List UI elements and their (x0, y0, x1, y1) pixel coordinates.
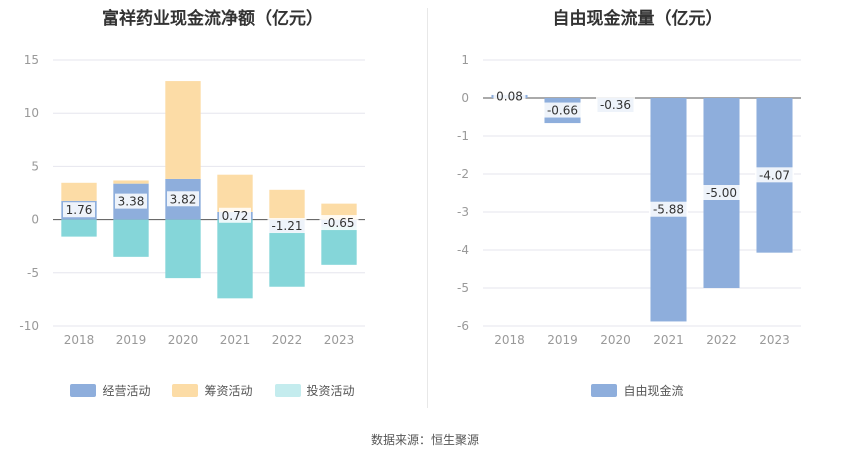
cash-flow-bar-2022-s1 (269, 189, 305, 220)
x-tick-label: 2022 (272, 333, 303, 347)
legend-label: 筹资活动 (204, 384, 253, 398)
cash-flow-chart: 15 10 5 0 -5 -10 1.76 3.38 3.82 0.72 -1.21 -0.65 201… (19, 53, 365, 347)
x-tick-label: 2021 (220, 333, 251, 347)
data-label: 3.82 (170, 192, 197, 206)
cash-flow-legend: 经营活动 筹资活动 投资活动 (0, 382, 425, 399)
legend-item[interactable]: 筹资活动 (172, 382, 253, 399)
cash-flow-chart-title: 富祥药业现金流净额（亿元） (102, 9, 323, 29)
y-tick-label: 5 (31, 159, 39, 173)
data-label-bg (649, 201, 688, 217)
panel-divider (427, 8, 428, 408)
legend-item[interactable]: 经营活动 (70, 382, 150, 399)
legend-label: 自由现金流 (623, 384, 684, 398)
x-tick-label: 2021 (653, 333, 684, 347)
y-tick-label: -4 (457, 243, 469, 257)
cash-flow-bar-2019-s2 (113, 219, 149, 257)
y-tick-label: 0 (31, 213, 39, 227)
cash-flow-bar-2018-s1 (61, 182, 97, 201)
data-label: 0.72 (222, 209, 249, 223)
legend-label: 投资活动 (306, 384, 355, 398)
data-label-bg (63, 202, 95, 218)
x-tick-label: 2023 (324, 333, 355, 347)
y-tick-label: -2 (457, 167, 469, 181)
cash-flow-bar-2019-s1 (113, 180, 149, 184)
x-tick-label: 2019 (116, 333, 147, 347)
data-label: -5.88 (653, 203, 684, 217)
data-label: -0.36 (600, 98, 631, 112)
cash-flow-bar-2021-s2 (217, 219, 253, 299)
data-label-bg (702, 185, 741, 200)
cash-flow-bar-2021-s1 (217, 174, 253, 212)
y-tick-label: -6 (457, 319, 469, 333)
y-tick-label: 10 (24, 106, 39, 120)
data-label-bg (267, 218, 307, 234)
data-label-bg (543, 102, 582, 118)
data-label: 1.76 (66, 203, 93, 217)
data-label: -0.65 (323, 216, 354, 230)
y-tick-label: -5 (457, 281, 469, 295)
cash-flow-bar-2020-s1 (165, 81, 201, 179)
data-label: -5.00 (706, 186, 737, 200)
y-tick-label: -3 (457, 205, 469, 219)
x-tick-label: 2023 (759, 333, 790, 347)
data-label: -0.66 (547, 104, 578, 118)
x-tick-label: 2018 (64, 333, 95, 347)
data-label-bg (219, 207, 251, 223)
x-tick-label: 2020 (168, 333, 199, 347)
data-label-bg (319, 215, 359, 231)
legend-item[interactable]: 自由现金流 (591, 382, 684, 399)
data-label: 0.08 (496, 89, 523, 103)
cash-flow-bar-2023-s2 (321, 226, 357, 265)
legend-item[interactable]: 投资活动 (274, 382, 355, 399)
free-cash-flow-chart: 1 0 -1 -2 -3 -4 -5 -6 0.08 -0.66 -0.36 -5.88 -5.00 -4… (457, 53, 801, 347)
legend-label: 经营活动 (102, 384, 151, 398)
free-cash-flow-chart-title: 自由现金流量（亿元） (552, 9, 723, 29)
cash-flow-bar-2020-s2 (165, 219, 201, 279)
data-label: -1.21 (271, 219, 302, 233)
legend-swatch (591, 384, 618, 397)
x-tick-label: 2020 (600, 333, 631, 347)
cash-flow-chart-panel: 富祥药业现金流净额（亿元） 15 10 5 0 -5 -10 1.76 3.38 3.82 0.7… (0, 0, 425, 420)
y-tick-label: 15 (24, 53, 39, 67)
y-tick-label: 1 (461, 53, 469, 67)
y-tick-label: 0 (461, 91, 469, 105)
data-label-bg (115, 193, 147, 209)
y-tick-label: -5 (27, 266, 39, 280)
data-label: 3.38 (118, 195, 145, 209)
x-tick-label: 2018 (494, 333, 525, 347)
x-tick-label: 2022 (706, 333, 737, 347)
data-source-note: 数据来源：恒生聚源 (370, 433, 479, 447)
cash-flow-bar-2018-s2 (61, 219, 97, 237)
data-label-bg (493, 88, 526, 104)
data-label-bg (755, 167, 794, 183)
data-label-bg (167, 191, 199, 207)
data-label-bg (596, 96, 635, 112)
y-tick-label: -10 (19, 319, 39, 333)
free-cash-flow-legend: 自由现金流 (425, 382, 850, 399)
y-tick-label: -1 (457, 129, 469, 143)
legend-swatch (274, 384, 301, 397)
data-label: -4.07 (759, 168, 790, 182)
legend-swatch (172, 384, 199, 397)
legend-swatch (70, 384, 97, 397)
cash-flow-bar-2022-s2 (269, 232, 305, 287)
x-tick-label: 2019 (547, 333, 578, 347)
free-cash-flow-chart-panel: 自由现金流量（亿元） 1 0 -1 -2 -3 -4 -5 -6 0.08 -0.66 -0.36 -… (425, 0, 850, 420)
